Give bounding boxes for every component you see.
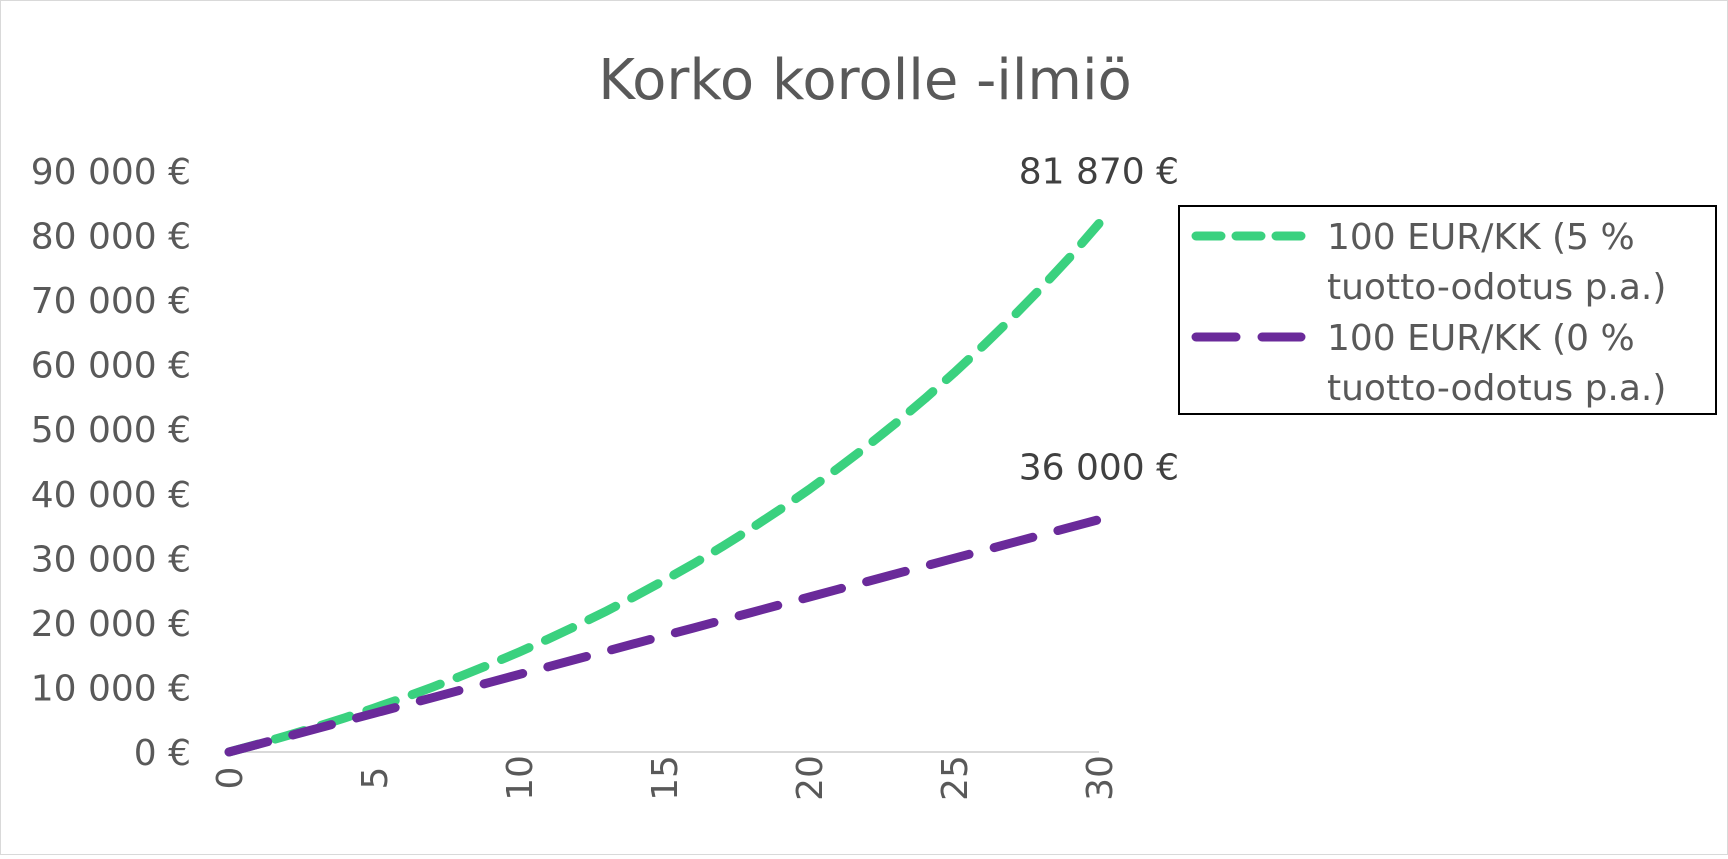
legend-label-1: tuotto-odotus p.a.) <box>1327 368 1666 409</box>
chart-title: Korko korolle -ilmiö <box>598 48 1132 113</box>
x-tick-label: 25 <box>935 755 976 801</box>
y-tick-label: 50 000 € <box>31 410 191 451</box>
y-tick-label: 30 000 € <box>31 539 191 580</box>
y-tick-label: 70 000 € <box>31 281 191 322</box>
x-tick-label: 0 <box>210 767 251 790</box>
series-line-0 <box>224 219 1104 757</box>
legend-label-0: tuotto-odotus p.a.) <box>1327 267 1666 308</box>
x-tick-label: 15 <box>645 755 686 801</box>
data-label-0: 81 870 € <box>1019 151 1179 192</box>
legend: 100 EUR/KK (5 % tuotto-odotus p.a.) 100 EU… <box>1178 205 1717 415</box>
y-tick-label: 20 000 € <box>31 604 191 645</box>
y-tick-label: 40 000 € <box>31 475 191 516</box>
y-axis: 0 € 10 000 € 20 000 € 30 000 € 40 000 € 50 00… <box>31 152 191 774</box>
y-tick-label: 90 000 € <box>31 152 191 193</box>
series-line-1 <box>224 515 1104 757</box>
y-tick-label: 60 000 € <box>31 346 191 387</box>
legend-box <box>1178 205 1717 415</box>
legend-label-1: 100 EUR/KK (0 % <box>1327 318 1635 359</box>
x-tick-label: 5 <box>355 767 396 790</box>
data-labels: 81 870 € 36 000 € <box>1019 151 1179 488</box>
x-tick-label: 20 <box>790 755 831 801</box>
series-layer <box>224 219 1104 757</box>
data-label-1: 36 000 € <box>1019 448 1179 489</box>
y-tick-label: 10 000 € <box>31 668 191 709</box>
x-tick-label: 30 <box>1080 755 1121 801</box>
x-axis: 0 5 10 15 20 25 30 <box>210 751 1121 801</box>
y-tick-label: 80 000 € <box>31 217 191 258</box>
x-tick-label: 10 <box>500 755 541 801</box>
legend-label-0: 100 EUR/KK (5 % <box>1327 217 1635 258</box>
y-tick-label: 0 € <box>134 733 191 774</box>
